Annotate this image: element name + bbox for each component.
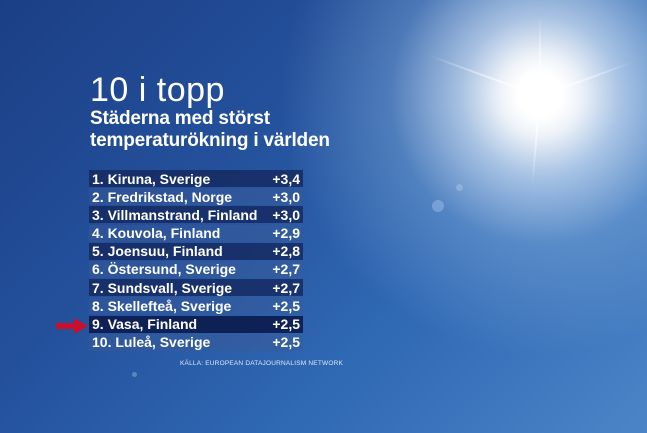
table-row: 1. Kiruna, Sverige +3,4 — [89, 170, 303, 187]
chart-subtitle-line2: temperaturökning i världen — [90, 130, 330, 151]
source-note: KÄLLA: EUROPEAN DATAJOURNALISM NETWORK — [180, 360, 344, 367]
table-row: 6. Östersund, Sverige +2,7 — [89, 260, 303, 278]
row-value: +3,4 — [272, 170, 300, 187]
row-value: +3,0 — [272, 206, 300, 223]
sun-ray — [531, 95, 541, 186]
lens-flare — [132, 372, 137, 377]
heading: 10 i topp Städerna med störst temperatur… — [90, 72, 330, 152]
table-row: 5. Joensuu, Finland +2,8 — [89, 242, 303, 260]
table-row-highlighted: 9. Vasa, Finland +2,5 — [89, 315, 303, 333]
ranking-table: 1. Kiruna, Sverige +3,4 2. Fredrikstad, No… — [89, 170, 303, 352]
row-label: 1. Kiruna, Sverige — [92, 170, 211, 187]
chart-title: 10 i topp — [90, 71, 225, 109]
row-value: +2,7 — [272, 279, 300, 296]
row-label: 3. Villmanstrand, Finland — [92, 206, 258, 223]
table-row: 3. Villmanstrand, Finland +3,0 — [89, 206, 303, 224]
row-value: +2,5 — [272, 316, 300, 332]
table-row: 8. Skellefteå, Sverige +2,5 — [89, 297, 303, 315]
row-label: 10. Luleå, Sverige — [92, 334, 211, 351]
sun-ray — [539, 16, 541, 96]
row-label: 7. Sundsvall, Sverige — [92, 279, 233, 296]
row-value: +2,9 — [272, 225, 300, 242]
row-label: 6. Östersund, Sverige — [92, 261, 236, 278]
row-label: 4. Kouvola, Finland — [92, 225, 221, 242]
sun-ray — [426, 54, 541, 97]
sun-ray — [539, 60, 635, 97]
table-row: 2. Fredrikstad, Norge +3,0 — [89, 188, 303, 206]
table-row: 4. Kouvola, Finland +2,9 — [89, 224, 303, 242]
chart-subtitle-line1: Städerna med störst — [90, 108, 270, 129]
row-label: 5. Joensuu, Finland — [92, 243, 223, 260]
row-value: +2,5 — [272, 297, 300, 314]
table-row: 10. Luleå, Sverige +2,5 — [89, 333, 303, 351]
row-value: +3,0 — [272, 188, 300, 205]
row-value: +2,8 — [272, 243, 300, 260]
row-label: 2. Fredrikstad, Norge — [92, 188, 233, 205]
lens-flare — [456, 184, 463, 191]
highlight-arrow-icon — [56, 318, 88, 334]
lens-flare — [432, 200, 444, 212]
row-label: 9. Vasa, Finland — [92, 316, 198, 332]
row-label: 8. Skellefteå, Sverige — [92, 297, 232, 314]
row-value: +2,5 — [272, 334, 300, 351]
table-row: 7. Sundsvall, Sverige +2,7 — [89, 279, 303, 297]
row-value: +2,7 — [272, 261, 300, 278]
